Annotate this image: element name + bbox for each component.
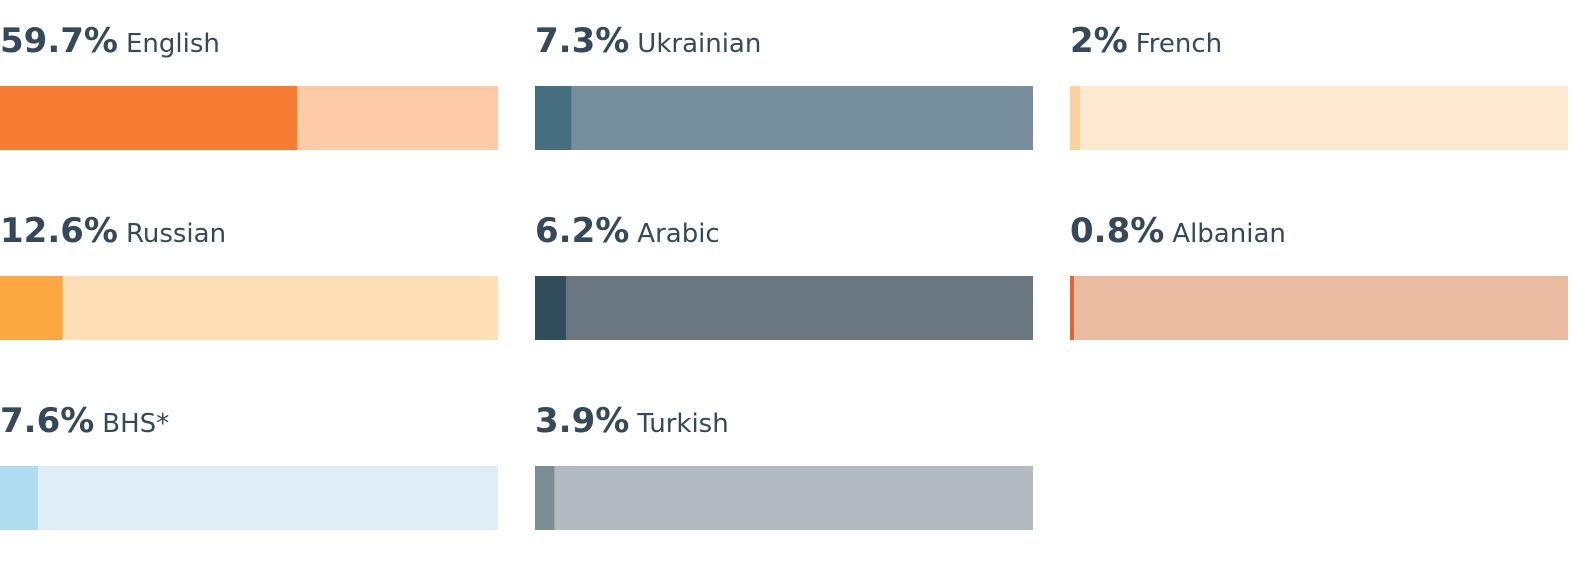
item-label: 3.9% Turkish <box>535 401 729 441</box>
bar <box>0 276 63 340</box>
bar-track <box>535 466 1033 530</box>
item-label: 2% French <box>1070 21 1222 61</box>
category-label: Ukrainian <box>637 29 761 59</box>
bar-track <box>535 86 1033 150</box>
bar-track <box>535 276 1033 340</box>
bar <box>1070 86 1080 150</box>
category-label: French <box>1136 29 1222 59</box>
value-label: 2% <box>1070 21 1128 61</box>
bar <box>0 86 298 150</box>
category-label: Turkish <box>636 409 728 439</box>
item-label: 6.2% Arabic <box>535 211 720 251</box>
bar <box>535 86 572 150</box>
category-label: Arabic <box>637 219 719 249</box>
bar-track <box>1070 276 1568 340</box>
bar-track <box>1070 86 1568 150</box>
item-label: 12.6% Russian <box>0 211 226 251</box>
bar <box>1070 276 1074 340</box>
bar <box>535 276 566 340</box>
item-label: 59.7% English <box>0 21 220 61</box>
category-label: Albanian <box>1172 219 1286 249</box>
value-label: 6.2% <box>535 211 629 251</box>
bar <box>0 466 38 530</box>
bar-track <box>0 466 498 530</box>
value-label: 3.9% <box>535 401 629 441</box>
category-label: Russian <box>126 219 226 249</box>
value-label: 12.6% <box>0 211 118 251</box>
value-label: 7.3% <box>535 21 629 61</box>
value-label: 59.7% <box>0 21 118 61</box>
category-label: English <box>126 29 220 59</box>
value-label: 0.8% <box>1070 211 1164 251</box>
category-label: BHS* <box>102 409 169 439</box>
item-label: 7.6% BHS* <box>0 401 169 441</box>
item-label: 7.3% Ukrainian <box>535 21 761 61</box>
item-label: 0.8% Albanian <box>1070 211 1286 251</box>
value-label: 7.6% <box>0 401 94 441</box>
bar <box>535 466 555 530</box>
bar-track <box>0 276 498 340</box>
